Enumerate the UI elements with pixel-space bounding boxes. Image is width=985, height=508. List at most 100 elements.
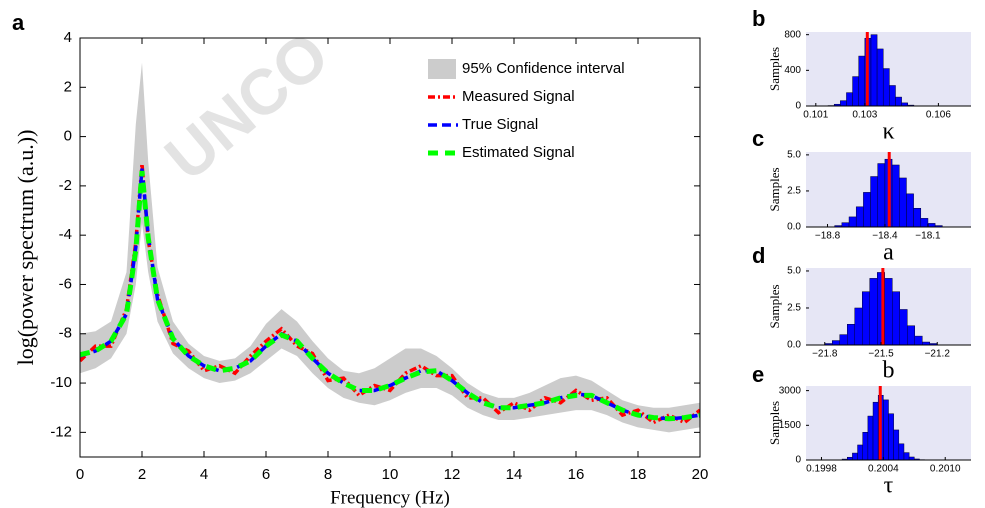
histogram-bar: [927, 223, 936, 228]
histogram-bar: [884, 278, 893, 346]
x-axis-label: τ: [884, 473, 894, 499]
histogram-bar: [863, 192, 871, 228]
x-tick-label: 0: [76, 466, 84, 483]
histogram-bar: [867, 415, 874, 461]
y-tick-label: 800: [784, 29, 801, 40]
y-tick-label: 3000: [779, 385, 802, 396]
x-axis-label: Frequency (Hz): [330, 487, 450, 508]
histogram-bar: [882, 68, 890, 107]
histogram-bar: [920, 218, 929, 228]
x-tick-label: 0.2010: [930, 464, 961, 475]
histogram-bar: [839, 334, 848, 346]
x-tick-label: −18.4: [872, 231, 898, 242]
y-tick-label: -10: [50, 374, 72, 391]
y-tick-label: 5.0: [787, 150, 801, 161]
histogram-bar: [862, 432, 869, 461]
y-tick-label: -2: [59, 177, 72, 194]
y-axis-label: Samples: [767, 284, 782, 328]
x-tick-label: 14: [506, 466, 523, 483]
histogram-bar: [854, 307, 863, 346]
legend-label: 95% Confidence interval: [462, 60, 625, 77]
histogram-bar: [883, 399, 889, 461]
x-tick-label: 8: [324, 466, 332, 483]
x-tick-label: 0.106: [926, 110, 951, 121]
x-tick-label: 18: [630, 466, 647, 483]
panel-label: b: [752, 6, 765, 31]
histogram-bar: [899, 309, 908, 346]
histogram-bar: [870, 176, 878, 228]
histogram-bar: [893, 429, 900, 461]
histogram-bar: [846, 92, 853, 107]
histogram-bar: [913, 208, 922, 228]
y-tick-label: -4: [59, 226, 72, 243]
histogram-bar: [907, 325, 915, 346]
y-tick-label: 0: [795, 455, 801, 466]
x-tick-label: 6: [262, 466, 270, 483]
y-tick-label: -12: [50, 423, 72, 440]
y-tick-label: 0: [795, 101, 801, 112]
histogram-bar: [895, 96, 902, 107]
histogram-bar: [857, 444, 863, 461]
histogram-bar: [906, 193, 914, 228]
x-tick-label: 0.1998: [806, 464, 837, 475]
histogram-bar: [848, 216, 857, 228]
histogram-bar: [858, 55, 866, 107]
y-tick-label: 5.0: [787, 266, 801, 277]
x-tick-label: 0.103: [852, 110, 877, 121]
y-tick-label: -6: [59, 275, 72, 292]
panel-label: c: [752, 126, 764, 151]
y-axis-label: Samples: [767, 47, 782, 91]
panel-label: e: [752, 362, 764, 387]
histogram-bar: [872, 401, 879, 461]
legend-label: Measured Signal: [462, 88, 575, 105]
y-axis-label: log(power spectrum (a.u.)): [13, 130, 38, 366]
y-tick-label: 0.0: [787, 222, 801, 233]
x-tick-label: −21.2: [925, 349, 951, 360]
histogram-bar: [876, 48, 884, 107]
histogram-bar: [855, 206, 864, 228]
x-tick-label: 2: [138, 466, 146, 483]
panel-label: a: [12, 10, 25, 35]
histogram-bar: [847, 324, 855, 346]
x-tick-label: −21.5: [868, 349, 894, 360]
x-tick-label: −18.1: [915, 231, 941, 242]
histogram-bar: [852, 452, 858, 461]
legend-label: Estimated Signal: [462, 144, 575, 161]
histogram-bar: [891, 164, 900, 228]
histogram-bar: [898, 443, 905, 461]
histogram-bar: [888, 413, 894, 461]
x-tick-label: 12: [444, 466, 461, 483]
x-tick-label: −21.8: [812, 349, 838, 360]
y-tick-label: 0: [64, 128, 72, 145]
x-tick-label: 16: [568, 466, 585, 483]
y-tick-label: 400: [784, 65, 801, 76]
y-tick-label: 4: [64, 29, 72, 46]
x-tick-label: −18.8: [815, 231, 841, 242]
x-axis-label: b: [883, 358, 895, 384]
y-tick-label: 0.0: [787, 340, 801, 351]
x-axis-label: κ: [882, 119, 894, 145]
panel-label: d: [752, 243, 765, 268]
histogram-bar: [852, 76, 859, 107]
series-line: [80, 170, 700, 422]
histogram-bar: [903, 452, 910, 461]
y-axis-label: Samples: [767, 401, 782, 445]
histogram-bar: [877, 163, 886, 228]
y-tick-label: 2.5: [787, 186, 801, 197]
legend-label: True Signal: [462, 116, 538, 133]
histogram-bar: [832, 340, 840, 346]
x-tick-label: 20: [692, 466, 709, 483]
confidence-band: [80, 62, 700, 433]
x-tick-label: 0.2004: [868, 464, 899, 475]
x-tick-label: 4: [200, 466, 208, 483]
y-tick-label: 1500: [779, 420, 802, 431]
x-axis-label: a: [883, 240, 894, 266]
y-axis-label: Samples: [767, 167, 782, 211]
histogram-bar: [840, 100, 847, 107]
histogram-bar: [899, 177, 907, 228]
y-tick-label: -8: [59, 325, 72, 342]
plot: [80, 62, 700, 433]
legend-swatch: [428, 59, 456, 79]
series-line: [80, 163, 700, 425]
